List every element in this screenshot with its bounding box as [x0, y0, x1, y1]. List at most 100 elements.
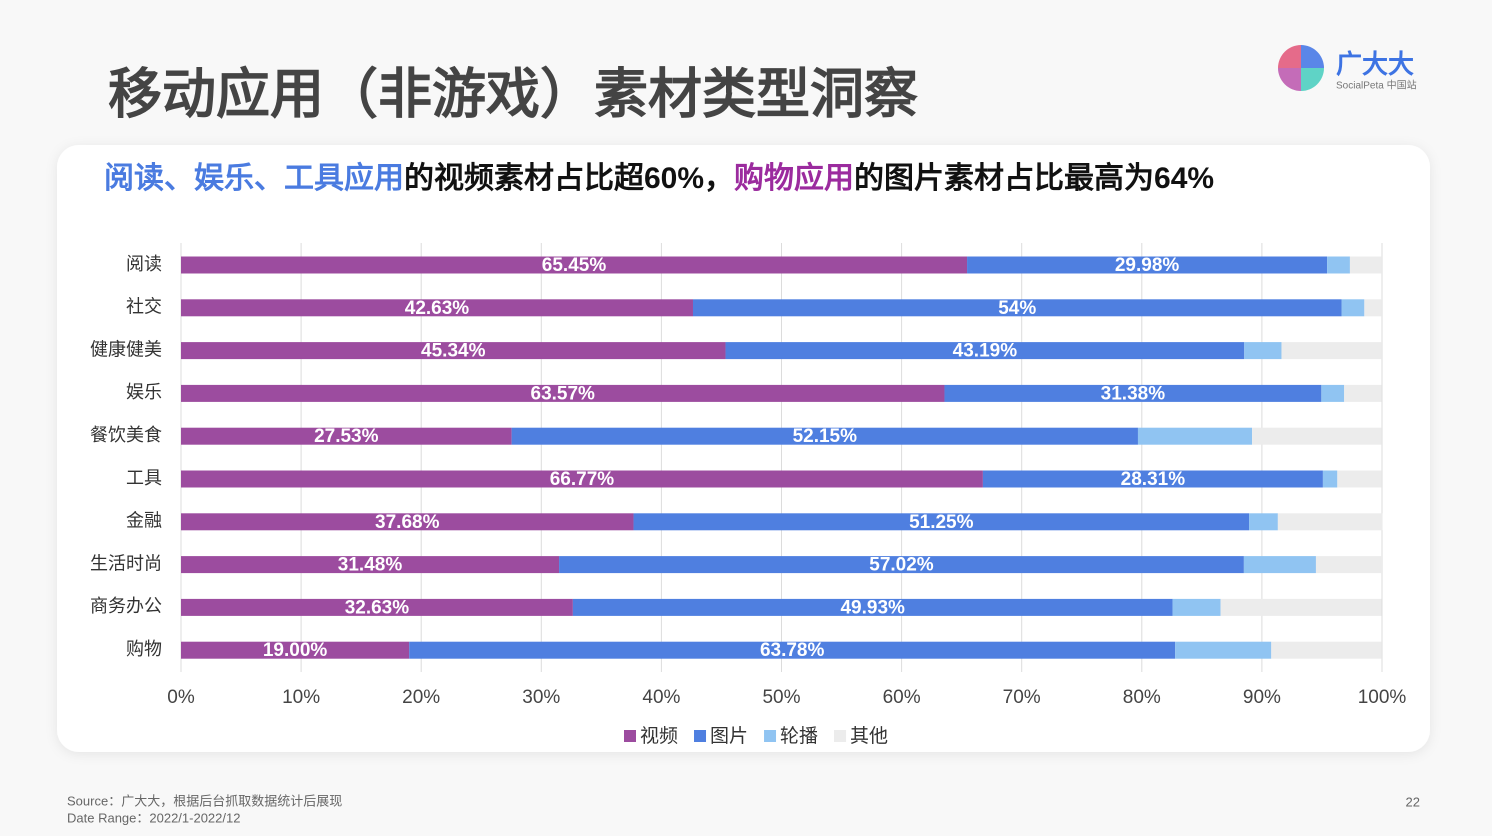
- bar-segment: [982, 470, 1323, 488]
- bar-segment: [1220, 598, 1382, 616]
- bar-segment: [1137, 427, 1253, 445]
- bar-segment: [181, 256, 968, 274]
- value-label: 57.02%: [869, 555, 934, 576]
- bar-segment: [1271, 641, 1382, 659]
- legend-swatch: [624, 730, 636, 742]
- bar-segment: [967, 256, 1328, 274]
- bar-segment: [944, 384, 1322, 402]
- chart-subtitle: 阅读、娱乐、工具应用的视频素材占比超60%，购物应用的图片素材占比最高为64%: [104, 161, 1214, 195]
- x-tick-label: 100%: [1358, 687, 1407, 708]
- value-label: 27.53%: [314, 426, 379, 447]
- value-label: 63.78%: [760, 640, 825, 661]
- x-tick-label: 30%: [522, 687, 560, 708]
- value-label: 54%: [998, 298, 1036, 319]
- x-tick-label: 60%: [883, 687, 921, 708]
- value-label: 28.31%: [1121, 469, 1186, 490]
- bar-segment: [1337, 470, 1382, 488]
- bar-segment: [1277, 513, 1383, 531]
- bar-segment: [692, 299, 1342, 317]
- y-tick-label: 购物: [126, 639, 162, 659]
- x-tick-label: 0%: [167, 687, 195, 708]
- subtitle-part: 的图片素材占比最高为64%: [854, 162, 1214, 195]
- bar-segment: [1349, 256, 1382, 274]
- value-label: 32.63%: [345, 597, 410, 618]
- bar-segment: [1281, 342, 1382, 360]
- bar-segment: [181, 641, 410, 659]
- page-number: 22: [1406, 794, 1420, 809]
- value-label: 45.34%: [421, 341, 486, 362]
- legend-swatch: [694, 730, 707, 742]
- y-tick-label: 社交: [126, 297, 162, 317]
- x-tick-label: 50%: [762, 687, 800, 708]
- value-label: 49.93%: [840, 597, 905, 618]
- value-label: 31.48%: [338, 555, 403, 576]
- subtitle-part: 购物应用: [734, 161, 854, 195]
- legend-swatch: [764, 730, 777, 742]
- x-tick-label: 20%: [402, 687, 440, 708]
- x-tick-label: 80%: [1123, 687, 1161, 708]
- value-label: 31.38%: [1101, 383, 1166, 404]
- y-tick-label: 阅读: [126, 254, 162, 274]
- value-label: 37.68%: [375, 512, 440, 533]
- x-tick-label: 70%: [1003, 687, 1041, 708]
- bar-segment: [1172, 598, 1221, 616]
- legend-label: 图片: [710, 725, 748, 747]
- bar-segment: [1315, 556, 1382, 574]
- bar-segment: [1175, 641, 1272, 659]
- bar-segment: [181, 470, 983, 488]
- bar-segment: [181, 299, 693, 317]
- bar-segment: [572, 598, 1173, 616]
- logo-icon: [1278, 45, 1324, 91]
- value-label: 52.15%: [793, 426, 858, 447]
- bar-segment: [181, 384, 945, 402]
- value-label: 65.45%: [542, 255, 607, 276]
- legend-label: 其他: [850, 725, 888, 747]
- date-range: Date Range：2022/1-2022/12: [67, 810, 240, 825]
- logo-sub: SocialPeta 中国站: [1336, 79, 1417, 92]
- bar-segment: [1341, 299, 1365, 317]
- bar-segment: [633, 513, 1250, 531]
- bar-segment: [1252, 427, 1382, 445]
- y-tick-label: 生活时尚: [90, 553, 162, 573]
- subtitle-part: 阅读、娱乐、工具应用: [104, 161, 404, 195]
- legend-label: 视频: [640, 725, 678, 747]
- value-label: 43.19%: [953, 341, 1018, 362]
- legend-label: 轮播: [780, 725, 818, 747]
- source: Source：广大大，根据后台抓取数据统计后展现: [67, 793, 342, 808]
- slide-title: 移动应用（非游戏）素材类型洞察: [108, 64, 918, 124]
- bar-segment: [181, 556, 560, 574]
- value-label: 19.00%: [263, 640, 328, 661]
- bar-segment: [409, 641, 1176, 659]
- x-tick-label: 10%: [282, 687, 320, 708]
- legend-swatch: [834, 730, 847, 742]
- y-tick-label: 餐饮美食: [90, 425, 162, 445]
- bar-segment: [181, 342, 726, 360]
- bar-segment: [1327, 256, 1350, 274]
- y-tick-label: 金融: [126, 511, 162, 531]
- bar-segment: [1364, 299, 1382, 317]
- x-tick-label: 90%: [1243, 687, 1281, 708]
- bar-segment: [181, 598, 573, 616]
- value-label: 29.98%: [1115, 255, 1180, 276]
- bar-segment: [1321, 384, 1345, 402]
- logo-name: 广大大: [1336, 49, 1414, 79]
- subtitle-part: 的视频素材占比超60%，: [404, 162, 734, 195]
- y-tick-label: 健康健美: [90, 339, 162, 359]
- y-tick-label: 娱乐: [126, 382, 162, 402]
- bar-segment: [559, 556, 1244, 574]
- bar-segment: [181, 427, 512, 445]
- bar-segment: [181, 513, 634, 531]
- value-label: 63.57%: [531, 383, 596, 404]
- bar-segment: [511, 427, 1138, 445]
- bar-segment: [725, 342, 1245, 360]
- y-tick-label: 商务办公: [90, 596, 162, 616]
- value-label: 66.77%: [550, 469, 615, 490]
- y-tick-label: 工具: [126, 468, 162, 488]
- bar-segment: [1322, 470, 1338, 488]
- value-label: 42.63%: [405, 298, 470, 319]
- bar-segment: [1249, 513, 1278, 531]
- bar-segment: [1244, 342, 1282, 360]
- bar-segment: [1344, 384, 1382, 402]
- bar-segment: [1243, 556, 1316, 574]
